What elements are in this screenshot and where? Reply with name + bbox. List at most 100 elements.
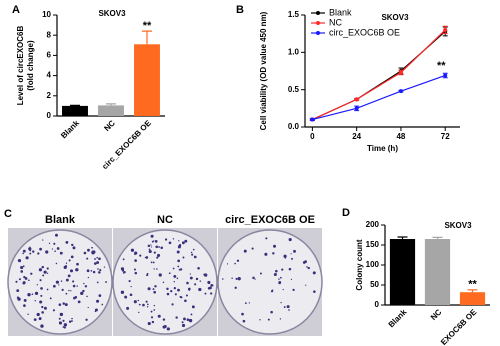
colony [41,311,44,314]
point [398,89,403,94]
y-axis-label: Colony count [355,239,364,290]
y-tick-label: 0.0 [288,122,300,131]
colony [243,249,247,253]
x-tick-label: 72 [441,132,450,141]
point [354,97,359,102]
colony [76,262,79,266]
colony [62,326,65,328]
colony [52,309,55,312]
colony [158,246,160,248]
colony [210,284,214,287]
x-tick-label: Blank [59,118,81,140]
colony [186,318,190,322]
colony [153,309,156,311]
colony [77,300,81,304]
colony [101,303,104,306]
series-line [312,74,446,121]
error-bar [70,104,80,106]
y-tick-label: 8 [47,30,52,39]
colony [23,304,26,307]
panel-letter: C [4,208,12,220]
colony [93,262,97,265]
legend-marker [316,31,320,35]
error-bar [432,236,443,239]
colony [187,287,191,291]
colony [235,277,238,280]
colony [28,279,30,282]
colony [23,275,26,279]
colony [286,305,290,309]
colony [148,249,152,254]
colony [87,276,90,279]
colony [63,323,68,327]
colony [58,317,61,320]
colony [278,281,281,285]
point [354,106,359,111]
colony [84,285,88,288]
colony [204,292,207,295]
colony [45,250,49,254]
colony [164,238,168,241]
colony [209,286,212,290]
colony [86,269,90,273]
colony [22,281,26,285]
colony [166,292,170,296]
colony [152,288,155,291]
x-tick-label: NC [429,307,444,322]
colony [177,259,180,263]
colony [27,293,31,297]
colony [37,252,40,255]
colony [154,285,157,288]
colony [237,277,241,281]
colony [207,280,211,284]
y-tick-label: 100 [366,260,380,269]
colony [283,254,287,258]
colony [173,274,177,278]
colony [244,302,247,305]
colony [120,267,125,271]
colony [46,272,49,274]
chart-title: SKOV3 [444,221,472,230]
colony [17,258,22,263]
colony [96,261,100,264]
colony [241,312,244,316]
colony [22,249,26,253]
colony [304,260,307,263]
colony [147,321,151,326]
colony [282,288,284,291]
image-label: NC [157,214,173,226]
image-label: Blank [45,214,76,226]
colony [176,277,179,280]
colony [133,300,137,304]
colony [70,255,74,259]
colony [210,292,213,295]
colony [85,318,88,321]
colony [267,318,270,321]
colony [188,318,193,323]
colony [273,272,277,277]
colony [40,287,43,290]
y-axis-label: (fold change) [26,40,35,91]
colony [158,273,162,277]
colony [29,249,32,252]
colony [195,277,199,281]
colony [63,265,67,269]
colony [222,278,224,280]
dish [217,229,323,335]
point [443,73,448,78]
colony [307,266,310,270]
colony [189,276,193,280]
colony [64,303,68,307]
colony [48,242,51,244]
x-axis-label: Time (h) [367,144,398,153]
colony [53,242,56,245]
colony [185,294,188,297]
colony [62,319,65,322]
colony [60,280,63,282]
colony [288,267,292,271]
colony [32,250,35,253]
colony [55,233,58,237]
colony [129,293,133,297]
colony [55,280,59,284]
colony [234,286,237,289]
